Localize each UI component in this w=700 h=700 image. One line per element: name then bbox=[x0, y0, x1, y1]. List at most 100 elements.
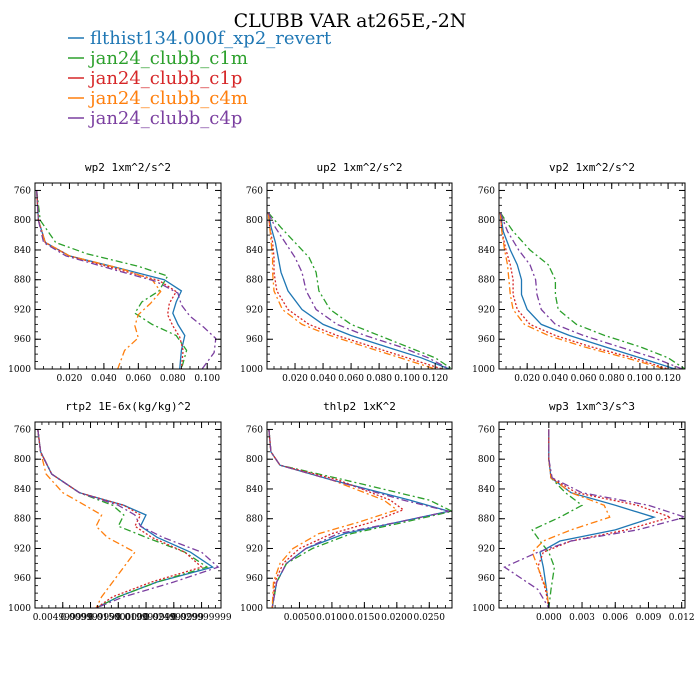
y-tick-label: 920 bbox=[478, 305, 495, 315]
series-line bbox=[37, 429, 136, 608]
x-tick-label: 0.0100 bbox=[316, 613, 348, 623]
y-tick-label: 920 bbox=[478, 544, 495, 554]
legend-entry: jan24_clubb_c4p bbox=[88, 108, 242, 129]
y-tick-label: 1000 bbox=[240, 365, 263, 375]
y-tick-label: 1000 bbox=[472, 365, 495, 375]
x-tick-label: 0.120 bbox=[655, 374, 681, 384]
series-line bbox=[531, 429, 611, 608]
plot-frame bbox=[34, 421, 222, 609]
x-tick-label: 0.012 bbox=[669, 613, 695, 623]
series-line bbox=[36, 190, 188, 369]
series-line bbox=[267, 212, 450, 369]
series-line bbox=[268, 429, 405, 608]
y-tick-label: 840 bbox=[246, 485, 263, 495]
x-tick-label: 0.100 bbox=[194, 374, 220, 384]
y-tick-label: 1000 bbox=[8, 604, 31, 614]
panel-title: thlp2 1xK^2 bbox=[323, 400, 396, 413]
panel: wp3 1xm^3/s^3 760 800 840 880 920 960 1000 0.000… bbox=[472, 400, 694, 623]
x-tick-label: 0.0200 bbox=[381, 613, 413, 623]
series-line bbox=[36, 190, 184, 369]
series-line bbox=[499, 212, 676, 369]
plot-frame bbox=[34, 182, 222, 370]
y-tick-label: 920 bbox=[246, 305, 263, 315]
y-tick-label: 760 bbox=[246, 425, 263, 435]
y-tick-label: 840 bbox=[246, 246, 263, 256]
y-tick-label: 800 bbox=[478, 216, 495, 226]
y-tick-label: 800 bbox=[14, 455, 31, 465]
x-tick-label: 0.024999999 bbox=[144, 613, 204, 623]
x-tick-label: 0.060 bbox=[571, 374, 597, 384]
y-tick-label: 960 bbox=[14, 335, 31, 345]
figure-title: CLUBB VAR at265E,-2N bbox=[234, 10, 467, 32]
series-line bbox=[267, 212, 452, 369]
x-tick-label: 0.020 bbox=[514, 374, 540, 384]
y-tick-label: 880 bbox=[14, 515, 31, 525]
y-tick-label: 800 bbox=[14, 216, 31, 226]
x-tick-label: 0.0050 bbox=[284, 613, 316, 623]
y-tick-label: 760 bbox=[478, 186, 495, 196]
y-tick-label: 760 bbox=[14, 186, 31, 196]
y-tick-label: 800 bbox=[246, 455, 263, 465]
series-line bbox=[36, 190, 217, 369]
panel-title: up2 1xm^2/s^2 bbox=[316, 161, 402, 174]
x-tick-label: 0.003 bbox=[569, 613, 595, 623]
x-tick-label: 0.0250 bbox=[414, 613, 446, 623]
y-tick-label: 880 bbox=[246, 515, 263, 525]
series-line bbox=[37, 429, 220, 608]
series-line bbox=[499, 212, 685, 369]
y-tick-label: 920 bbox=[14, 305, 31, 315]
series-line bbox=[37, 429, 203, 608]
y-tick-label: 880 bbox=[246, 276, 263, 286]
x-tick-label: 0.120 bbox=[422, 374, 448, 384]
y-tick-label: 800 bbox=[478, 455, 495, 465]
x-tick-label: 0.029999999 bbox=[172, 613, 232, 623]
x-tick-label: 0.080 bbox=[160, 374, 186, 384]
y-tick-label: 1000 bbox=[472, 604, 495, 614]
legend-entry: jan24_clubb_c1p bbox=[88, 68, 242, 89]
x-tick-label: 0.009999999 bbox=[60, 613, 120, 623]
y-tick-label: 800 bbox=[246, 216, 263, 226]
series-line bbox=[499, 212, 683, 369]
y-tick-label: 880 bbox=[478, 515, 495, 525]
panel-title: wp2 1xm^2/s^2 bbox=[85, 161, 171, 174]
series-line bbox=[503, 429, 685, 608]
x-tick-label: 0.040 bbox=[91, 374, 117, 384]
panel: rtp2 1E-6x(kg/kg)^2 760 800 840 880 920 960 100… bbox=[8, 400, 232, 623]
y-tick-label: 960 bbox=[478, 335, 495, 345]
x-tick-label: 0.060 bbox=[338, 374, 364, 384]
y-tick-label: 1000 bbox=[8, 365, 31, 375]
series-line bbox=[267, 212, 450, 369]
x-tick-label: 0.040 bbox=[542, 374, 568, 384]
x-tick-label: 0.004999999 bbox=[33, 613, 93, 623]
y-tick-label: 760 bbox=[478, 425, 495, 435]
series-line bbox=[268, 429, 449, 608]
y-tick-label: 880 bbox=[14, 276, 31, 286]
x-tick-label: 0.000 bbox=[536, 613, 562, 623]
x-tick-label: 0.100 bbox=[394, 374, 420, 384]
panel: up2 1xm^2/s^2 760 800 840 880 920 960 1000 0.020… bbox=[240, 161, 453, 384]
series-line bbox=[499, 212, 666, 369]
legend: flthist134.000f_xp2_revert jan24_clubb_c1… bbox=[68, 28, 332, 129]
x-tick-label: 0.015000000 bbox=[88, 613, 148, 623]
y-tick-label: 840 bbox=[14, 485, 31, 495]
x-tick-label: 0.0150 bbox=[349, 613, 381, 623]
plot-frame bbox=[266, 182, 453, 370]
panel: vp2 1xm^2/s^2 760 800 840 880 920 960 1000 0.020… bbox=[472, 161, 686, 384]
panel-title: wp3 1xm^3/s^3 bbox=[549, 400, 635, 413]
x-tick-label: 0.020 bbox=[282, 374, 308, 384]
y-tick-label: 760 bbox=[246, 186, 263, 196]
y-tick-label: 1000 bbox=[240, 604, 263, 614]
panel-title: rtp2 1E-6x(kg/kg)^2 bbox=[65, 400, 191, 413]
x-tick-label: 0.080 bbox=[366, 374, 392, 384]
x-tick-label: 0.060 bbox=[125, 374, 151, 384]
y-tick-label: 880 bbox=[478, 276, 495, 286]
x-tick-label: 0.040 bbox=[310, 374, 336, 384]
y-tick-label: 960 bbox=[14, 574, 31, 584]
series-line bbox=[267, 212, 443, 369]
plot-frame bbox=[498, 182, 686, 370]
y-tick-label: 840 bbox=[14, 246, 31, 256]
legend-entry: flthist134.000f_xp2_revert bbox=[90, 28, 332, 49]
legend-entry: jan24_clubb_c4m bbox=[88, 88, 248, 109]
